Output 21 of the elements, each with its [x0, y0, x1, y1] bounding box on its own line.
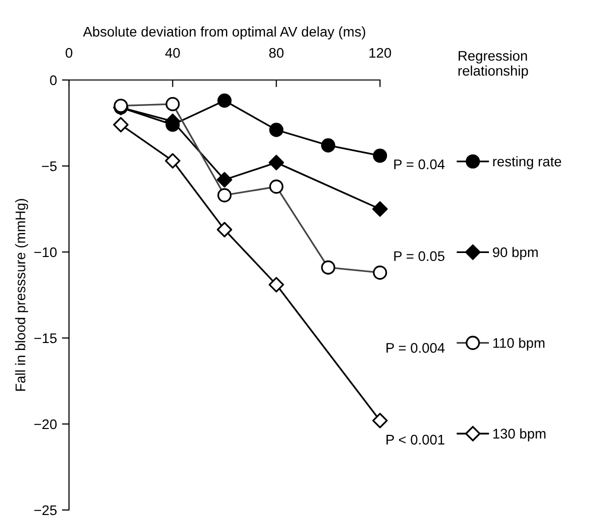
text: P = 0.004: [386, 342, 445, 353]
x-axis-title: Absolute deviation from optimal AV delay (ms): [83, 26, 366, 40]
y-tick-label: −15: [34, 333, 57, 344]
x-tick-label: 120: [369, 48, 392, 58]
y-tick-label: −5: [42, 161, 57, 172]
y-tick-label: −25: [34, 505, 57, 516]
y-tick-label: −10: [34, 247, 57, 258]
y-tick-label: −20: [34, 419, 57, 430]
x-tick-label: 0: [66, 48, 72, 58]
legend-label: resting rate: [493, 156, 562, 170]
y-axis-title: Fall in blood presssure (mmHg): [15, 198, 28, 391]
x-tick-label: 40: [165, 48, 180, 58]
legend-title: Regression relationship: [458, 50, 528, 78]
legend-label: 110 bpm: [493, 338, 544, 351]
legend-label: 90 bpm: [492, 246, 538, 260]
x-tick-label: 80: [269, 48, 284, 58]
text: P < 0.001: [386, 434, 444, 445]
y-tick-label: 0: [50, 75, 57, 86]
legend-label: 130 bpm: [493, 428, 546, 442]
text: P = 0.05: [394, 251, 444, 262]
text: P = 0.04: [394, 159, 445, 170]
